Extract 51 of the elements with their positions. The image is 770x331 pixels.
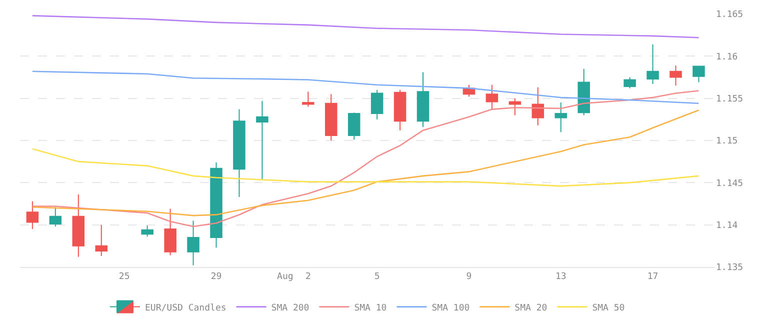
legend-label: EUR/USD Candles xyxy=(145,303,226,314)
y-tick-label: 1.155 xyxy=(716,94,744,104)
candlestick xyxy=(624,76,636,89)
candlestick xyxy=(486,84,498,110)
line-series xyxy=(32,90,700,228)
legend-label: SMA 200 xyxy=(271,303,310,314)
candlestick xyxy=(554,102,567,133)
candlestick xyxy=(256,100,268,180)
x-tick-label: 29 xyxy=(210,272,222,282)
legend-label: SMA 100 xyxy=(432,303,470,314)
candlestick xyxy=(508,98,522,116)
candlestick xyxy=(141,225,154,238)
candlestick xyxy=(95,224,108,257)
y-tick-label: 1.135 xyxy=(716,263,744,274)
y-tick-label: 1.145 xyxy=(716,178,744,189)
candlestick xyxy=(26,200,39,230)
y-tick-label: 1.165 xyxy=(716,10,744,20)
line-series xyxy=(32,15,700,38)
line-series xyxy=(32,148,700,187)
candlestick xyxy=(670,64,682,86)
candlestick xyxy=(646,44,659,84)
y-tick-label: 1.14 xyxy=(716,220,738,231)
x-tick-label: 17 xyxy=(647,272,658,282)
candlestick xyxy=(210,162,222,248)
candlestick xyxy=(416,72,430,128)
x-tick-label: 25 xyxy=(118,272,130,282)
x-tick-label: 9 xyxy=(466,272,472,282)
line-series xyxy=(32,109,700,216)
candlestick xyxy=(692,66,705,83)
x-tick-label: 13 xyxy=(555,272,566,282)
candlestick xyxy=(187,220,200,266)
x-tick-label: 2 xyxy=(305,272,311,282)
candlestick xyxy=(302,91,314,108)
legend-label: SMA 10 xyxy=(354,303,387,314)
x-tick-label: Aug xyxy=(277,272,294,282)
candlestick xyxy=(348,112,360,140)
candlestick xyxy=(532,86,544,126)
x-tick-label: 5 xyxy=(374,272,380,282)
candlestick xyxy=(578,68,590,116)
candlestick xyxy=(324,94,338,141)
y-tick-label: 1.16 xyxy=(716,52,738,62)
y-tick-label: 1.15 xyxy=(716,136,738,147)
candlestick xyxy=(72,194,85,258)
legend-label: SMA 50 xyxy=(592,303,625,314)
legend-label: SMA 20 xyxy=(514,303,548,314)
candlestick xyxy=(370,89,384,120)
candlestick xyxy=(49,206,62,228)
candlestick xyxy=(164,208,176,256)
candlestick xyxy=(394,89,406,131)
line-series xyxy=(32,70,700,104)
candlestick xyxy=(233,108,246,198)
